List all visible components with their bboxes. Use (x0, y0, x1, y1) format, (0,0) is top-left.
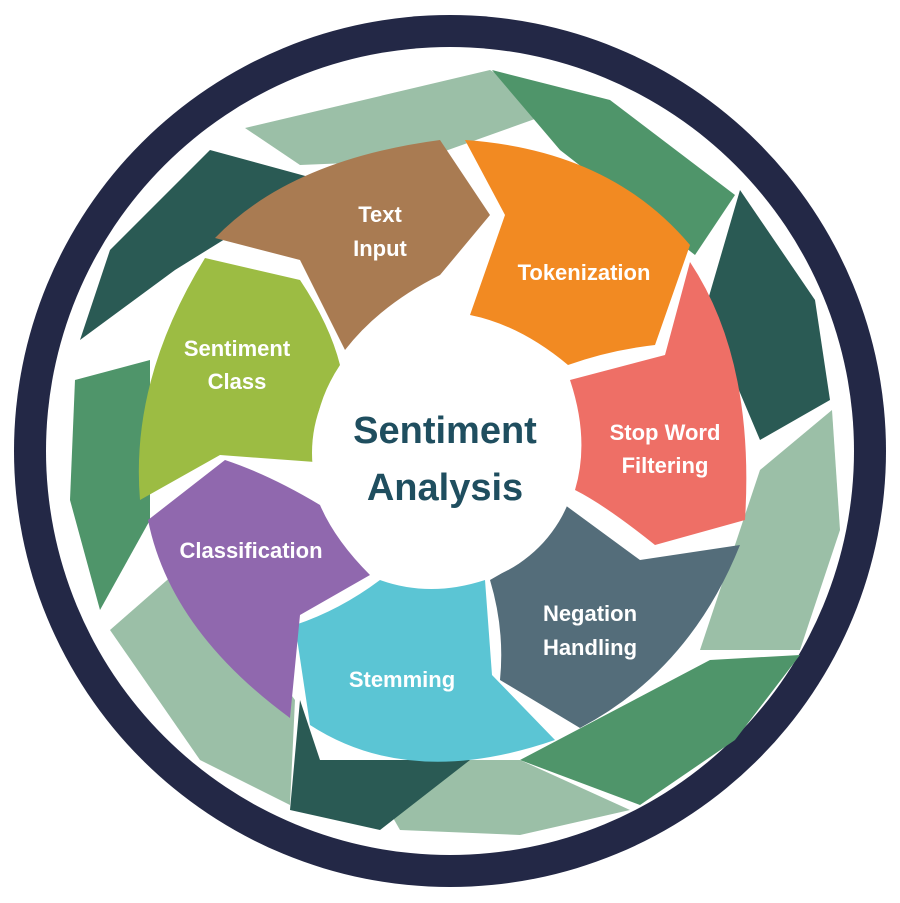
aperture-blades (70, 70, 840, 835)
center-title-line1: Sentiment (353, 410, 537, 452)
segment-classification (148, 460, 370, 718)
segment-tokenization (465, 140, 690, 365)
blade (492, 70, 735, 255)
segment-label-line1: Stemming (349, 667, 455, 692)
blade (80, 150, 320, 340)
segment-label-line1: Negation (543, 601, 637, 626)
blade (245, 70, 560, 165)
blade (520, 655, 800, 805)
process-segments (138, 140, 747, 762)
segment-label-line1: Sentiment (184, 336, 291, 361)
center-circle (312, 320, 578, 586)
center-title-line2: Analysis (367, 467, 523, 509)
segment-label-line1: Text (358, 202, 402, 227)
segment-label-line1: Classification (179, 538, 322, 563)
segment-label-line1: Stop Word (610, 420, 721, 445)
segment-label-line2: Filtering (622, 453, 709, 478)
segment-sentiment-class (138, 258, 340, 500)
segment-label-line2: Input (353, 236, 407, 261)
segment-label-line2: Handling (543, 635, 637, 660)
segment-label-line2: Class (208, 369, 267, 394)
segment-text-input (215, 140, 490, 350)
segment-label-line1: Tokenization (518, 260, 651, 285)
blade (700, 410, 840, 650)
blade (110, 560, 295, 805)
blade (290, 700, 470, 830)
segment-stop-word-filtering (570, 262, 747, 545)
blade (70, 360, 150, 610)
segment-stemming (295, 580, 555, 762)
segment-negation-handling (490, 505, 740, 728)
